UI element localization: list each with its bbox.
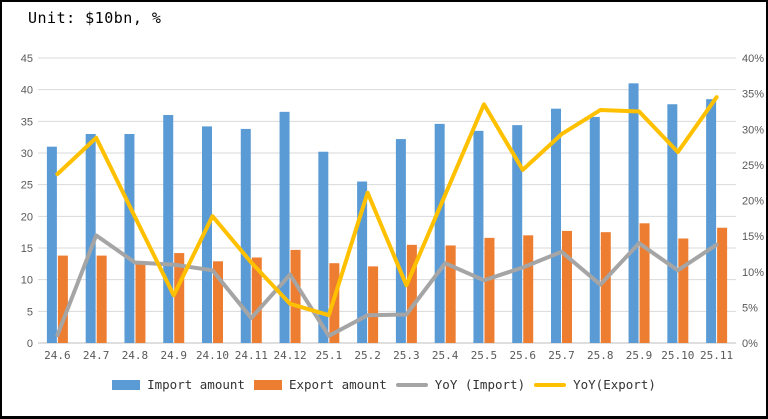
import-bar bbox=[667, 104, 678, 343]
left-axis-tick: 5 bbox=[27, 306, 33, 318]
x-axis-tick: 25.8 bbox=[587, 349, 614, 362]
chart-legend: Import amount Export amount YoY (Import) Yo… bbox=[2, 377, 766, 392]
legend-label: YoY(Export) bbox=[573, 377, 656, 392]
legend-label: Export amount bbox=[288, 377, 387, 392]
import-bar bbox=[85, 134, 96, 343]
export-bar bbox=[406, 244, 417, 343]
import-bar bbox=[240, 128, 251, 343]
left-axis-tick: 40 bbox=[21, 85, 33, 97]
export-bar bbox=[484, 237, 495, 343]
x-axis-tick: 24.6 bbox=[44, 349, 71, 362]
import-bar bbox=[589, 116, 600, 344]
right-axis-tick: 25% bbox=[742, 160, 764, 172]
x-axis-tick: 24.11 bbox=[235, 349, 268, 362]
chart-title: Unit: $10bn, % bbox=[28, 9, 162, 27]
x-axis-tick: 25.7 bbox=[548, 349, 575, 362]
export-bar bbox=[368, 266, 379, 343]
right-axis-tick: 15% bbox=[742, 231, 764, 243]
left-axis-tick: 0 bbox=[27, 338, 33, 350]
x-axis-tick: 24.7 bbox=[83, 349, 110, 362]
import-bar bbox=[473, 130, 484, 343]
import-bar bbox=[46, 146, 57, 343]
import-bar bbox=[163, 115, 174, 343]
right-axis-tick: 30% bbox=[742, 124, 764, 136]
right-axis-tick: 10% bbox=[742, 267, 764, 279]
legend-label: Import amount bbox=[147, 377, 245, 392]
x-axis-tick: 25.2 bbox=[354, 349, 381, 362]
import-bar bbox=[124, 134, 135, 343]
import-bar bbox=[357, 181, 368, 343]
x-axis-tick: 24.8 bbox=[122, 349, 149, 362]
x-axis-tick: 24.10 bbox=[196, 349, 229, 362]
left-axis-tick: 20 bbox=[21, 211, 33, 223]
import-bar bbox=[318, 151, 329, 343]
import-bar bbox=[628, 83, 639, 343]
right-axis-tick: 40% bbox=[742, 53, 764, 65]
yoy_export-line bbox=[55, 95, 719, 318]
yoy_import-legend-swatch-icon bbox=[395, 382, 428, 387]
export-bar bbox=[174, 253, 185, 343]
import-bar bbox=[512, 125, 523, 343]
import-legend-swatch-icon bbox=[112, 379, 141, 390]
x-axis-tick: 25.6 bbox=[509, 349, 536, 362]
import-bar bbox=[202, 126, 212, 344]
export-bar bbox=[57, 255, 68, 343]
x-axis-tick: 25.10 bbox=[661, 349, 694, 362]
left-axis-tick: 25 bbox=[21, 180, 33, 192]
legend-item-export: Export amount bbox=[253, 377, 387, 392]
right-axis-tick: 20% bbox=[742, 196, 764, 208]
legend-item-yoy_import: YoY (Import) bbox=[395, 377, 526, 392]
export-bar bbox=[523, 235, 534, 343]
export-bar bbox=[251, 257, 262, 343]
left-axis-tick: 30 bbox=[21, 148, 33, 160]
legend-item-yoy_export: YoY(Export) bbox=[534, 377, 656, 392]
right-axis-tick: 5% bbox=[742, 302, 758, 314]
x-axis-tick: 25.9 bbox=[626, 349, 653, 362]
right-axis-tick: 0% bbox=[742, 338, 758, 350]
export-bar bbox=[96, 255, 107, 343]
left-axis-tick: 35 bbox=[21, 116, 33, 128]
x-axis-tick: 25.1 bbox=[316, 349, 343, 362]
legend-label: YoY (Import) bbox=[434, 377, 526, 392]
left-axis-tick: 10 bbox=[21, 275, 33, 287]
x-axis-tick: 25.3 bbox=[393, 349, 420, 362]
x-axis-tick: 25.5 bbox=[471, 349, 498, 362]
yoy_export-legend-swatch-icon bbox=[534, 382, 567, 387]
x-axis-tick: 25.11 bbox=[700, 349, 733, 362]
export-bar bbox=[445, 245, 456, 343]
export-bar bbox=[678, 238, 689, 343]
x-axis-tick: 25.4 bbox=[432, 349, 459, 362]
right-axis-tick: 35% bbox=[742, 89, 764, 101]
export-bar bbox=[290, 249, 301, 343]
import-bar bbox=[395, 139, 406, 343]
export-bar bbox=[600, 232, 611, 343]
import-bar bbox=[434, 123, 445, 343]
import-bar bbox=[551, 108, 561, 344]
export-legend-swatch-icon bbox=[253, 379, 282, 390]
export-bar bbox=[135, 261, 146, 343]
x-axis-tick: 24.12 bbox=[273, 349, 306, 362]
x-axis-tick: 24.9 bbox=[160, 349, 187, 362]
import-bar bbox=[279, 111, 290, 343]
left-axis-tick: 45 bbox=[21, 53, 33, 65]
import-bar bbox=[706, 99, 717, 344]
legend-item-import: Import amount bbox=[112, 377, 245, 392]
export-bar bbox=[562, 230, 572, 343]
export-bar bbox=[213, 261, 223, 343]
export-bar bbox=[639, 223, 650, 343]
yoy_import-line bbox=[55, 233, 719, 338]
export-bar bbox=[717, 227, 728, 343]
left-axis-tick: 15 bbox=[21, 243, 33, 255]
